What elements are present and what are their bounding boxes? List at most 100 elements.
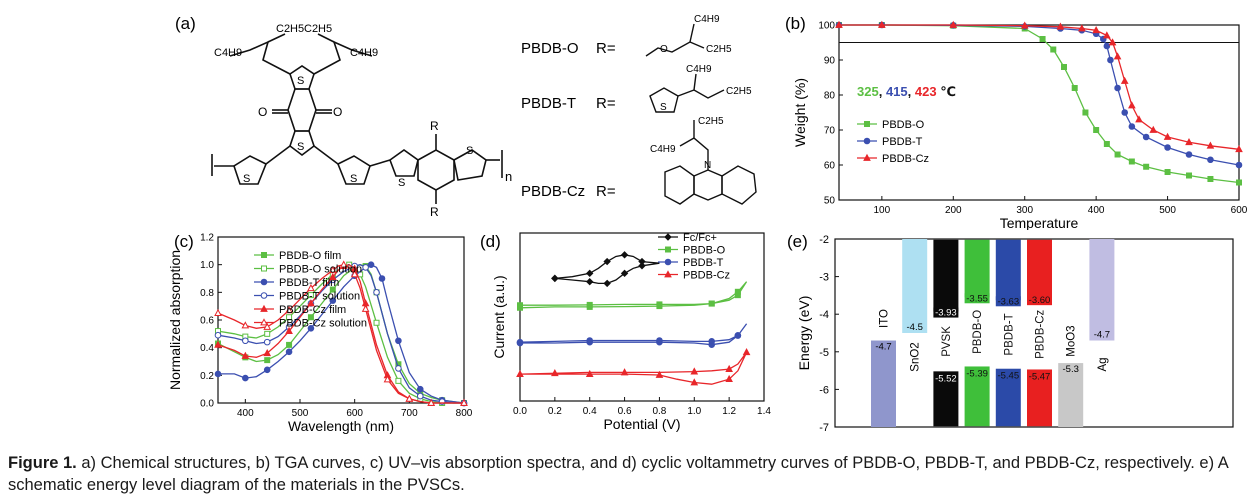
tga-data-point <box>1235 161 1243 169</box>
cv-xtick-label: 0.6 <box>618 406 632 417</box>
uvvis-xtick-label: 800 <box>456 408 473 419</box>
tga-data-point <box>1143 163 1150 170</box>
polymer-backbone <box>211 33 503 204</box>
cv-data-point <box>620 251 629 259</box>
energy-lumo-label: -3.60 <box>1029 295 1051 306</box>
tga-data-point <box>1207 176 1214 182</box>
pbdb-t-r: R= <box>596 95 616 112</box>
cv-legend-label: PBDB-T <box>683 257 724 269</box>
uvvis-data-point <box>329 297 337 304</box>
tga-legend-label: PBDB-T <box>882 136 923 148</box>
energy-material-name: PVSK <box>941 326 953 357</box>
tga-data-point <box>1207 156 1214 164</box>
pbdb-o-c4h9: C4H9 <box>694 14 720 25</box>
energy-level-pvsk-homo <box>933 371 959 427</box>
cv-legend-marker <box>664 233 672 241</box>
uvvis-legend-label: PBDB-T solution <box>279 291 360 303</box>
uvvis-series-line-pbdb-t-film <box>218 263 465 404</box>
tga-data-point <box>1114 151 1121 158</box>
energy-material-name: PBDB-Cz <box>1035 309 1047 358</box>
panel-e-energy-diagram: (e) -2 -3 -4 -5 -6 -7 Energy (eV) -4.7 ITO -4.5 Sn… <box>787 232 1234 434</box>
cv-data-point <box>742 348 751 356</box>
uvvis-data-point <box>263 338 271 346</box>
energy-level-label: -5.3 <box>1063 364 1079 375</box>
energy-level-moo3 <box>1058 363 1084 427</box>
tga-data-point <box>835 20 843 28</box>
cv-data-point <box>620 368 629 376</box>
uvvis-data-point <box>214 370 222 378</box>
pbdb-cz-name: PBDB-Cz <box>521 183 585 200</box>
uvvis-legend-marker <box>261 265 267 272</box>
energy-level-label: -4.7 <box>1094 330 1110 341</box>
cv-data-point <box>516 338 524 346</box>
atom-o1: O <box>258 105 267 119</box>
tga-data-point <box>1128 101 1136 109</box>
uvvis-legend-marker <box>260 318 268 326</box>
tga-ytick-label: 80 <box>824 91 836 102</box>
uvvis-data-point <box>307 299 315 307</box>
uvvis-data-point <box>307 283 315 292</box>
tga-annotation-part: 423 <box>915 84 937 99</box>
uvvis-legend-marker <box>260 292 268 299</box>
tga-xtick-label: 600 <box>1231 205 1248 216</box>
cv-series-line-fc-fc- <box>554 254 660 285</box>
cv-data-point <box>603 257 611 266</box>
repeat-n: n <box>505 169 512 184</box>
energy-ylabel: Energy (eV) <box>796 296 812 371</box>
uvvis-legend-marker <box>261 252 267 258</box>
atom-r1: R <box>430 119 439 133</box>
energy-lumo-label: -3.55 <box>966 293 988 304</box>
cv-xtick-label: 0.0 <box>513 406 527 417</box>
energy-plot-frame <box>834 238 1234 428</box>
uvvis-data-point <box>285 326 293 334</box>
uvvis-ytick-label: 1.2 <box>200 233 214 244</box>
tga-data-point <box>1142 133 1150 141</box>
cv-xlabel: Potential (V) <box>603 416 680 432</box>
tga-data-point <box>1103 42 1111 50</box>
tga-xlabel: Temperature <box>1000 215 1079 230</box>
energy-level-pbdb-cz-lumo <box>1027 239 1052 300</box>
energy-ytick-label: -4 <box>819 309 829 321</box>
uvvis-data-point <box>395 337 402 345</box>
uvvis-legend-label: PBDB-T film <box>279 277 339 289</box>
tga-data-point <box>1135 115 1143 123</box>
panel-b-label: (b) <box>785 14 806 33</box>
uvvis-data-point <box>373 289 380 296</box>
tga-legend-marker <box>864 121 870 127</box>
uvvis-data-point <box>214 308 222 316</box>
uvvis-ytick-label: 0.6 <box>200 316 214 327</box>
cv-data-point <box>725 364 733 372</box>
tga-xtick-label: 200 <box>945 205 962 216</box>
energy-ytick-label: -7 <box>819 422 829 434</box>
cv-xtick-label: 1.2 <box>722 406 736 417</box>
pbdb-o-oxygen: O <box>660 44 668 55</box>
tga-data-point <box>1108 38 1117 46</box>
tga-data-point <box>1093 127 1100 133</box>
cv-data-point <box>690 367 699 375</box>
tga-data-point <box>1163 132 1172 140</box>
panel-d-label: (d) <box>480 232 501 251</box>
energy-level-pbdb-cz-homo <box>1027 369 1052 427</box>
uvvis-legend-label: PBDB-O film <box>279 250 341 262</box>
uvvis-legend-marker <box>260 304 268 312</box>
cv-legend-marker <box>665 246 671 253</box>
uvvis-legend-label: PBDB-Cz film <box>279 304 346 316</box>
energy-homo-label: -5.45 <box>997 371 1019 382</box>
caption-text: a) Chemical structures, b) TGA curves, c… <box>8 454 1228 494</box>
energy-lumo-label: -3.63 <box>997 296 1019 307</box>
subst-c4h9-left: C4H9 <box>214 47 242 59</box>
uvvis-series-line-pbdb-o-film <box>217 264 465 404</box>
cv-data-point <box>516 369 524 378</box>
panel-b-tga-chart: (b) 100 200 300 400 500 600 50 60 70 80 90 100 Tempe… <box>785 14 1248 230</box>
tga-data-point <box>1128 123 1136 130</box>
tga-data-point <box>1164 169 1171 175</box>
cv-series-line-pbdb-t <box>519 323 748 346</box>
uvvis-data-point <box>242 337 249 345</box>
energy-level-pbdb-o-homo <box>964 366 990 427</box>
tga-xtick-label: 400 <box>1088 205 1105 216</box>
tga-data-point <box>1056 22 1065 30</box>
uvvis-series-line-pbdb-o-solution <box>217 264 464 404</box>
tga-plot-frame <box>838 24 1240 201</box>
tga-data-point <box>1186 172 1192 179</box>
cv-data-point <box>603 279 611 288</box>
